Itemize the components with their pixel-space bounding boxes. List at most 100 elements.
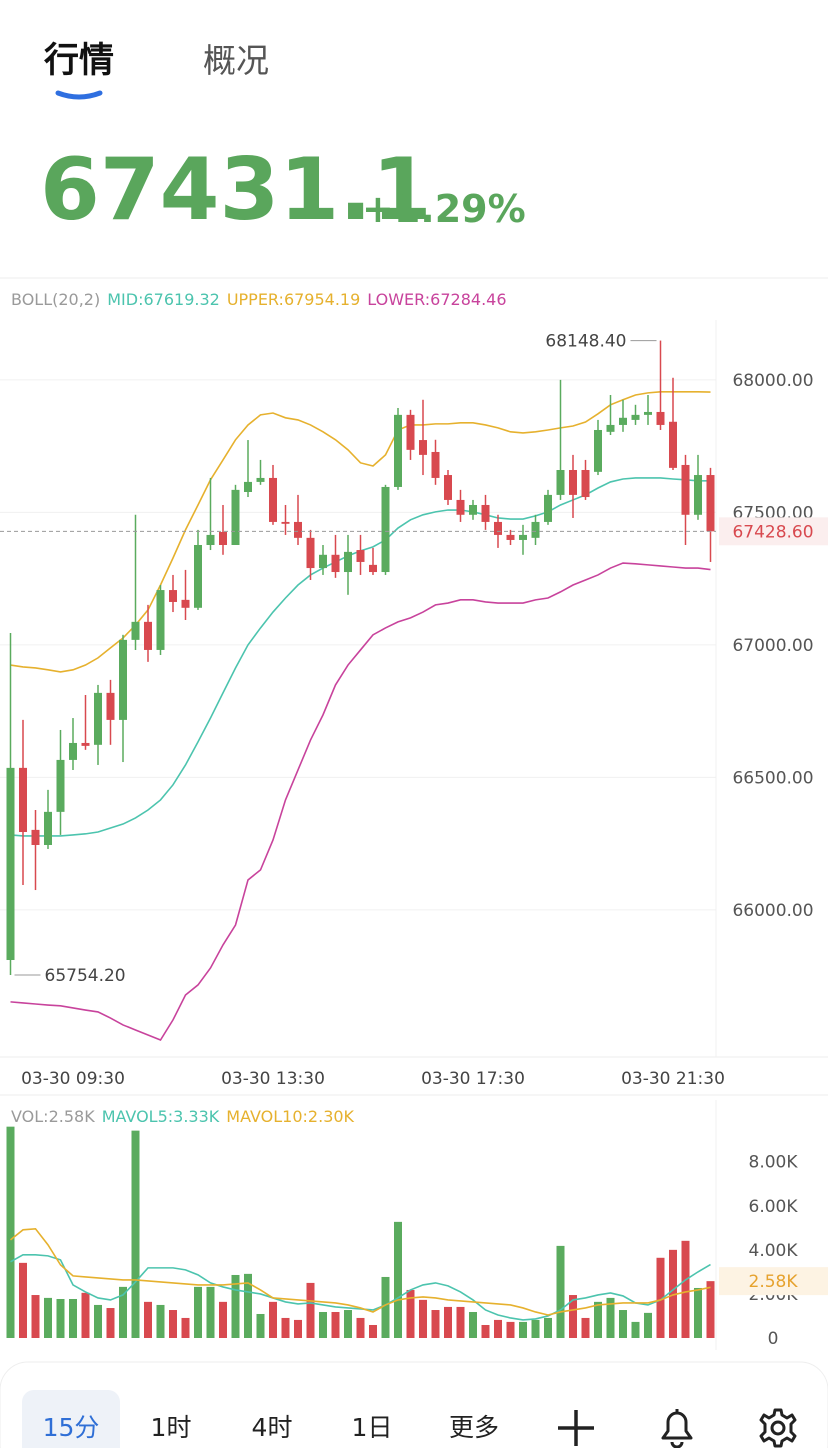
volume-bar — [381, 1276, 390, 1338]
candle-body — [81, 742, 90, 746]
volume-bar — [219, 1301, 227, 1338]
volume-bar — [131, 1130, 140, 1338]
candle-body — [369, 564, 377, 573]
candle-body — [356, 550, 365, 562]
candle-body — [656, 411, 665, 425]
indicator-line — [10, 562, 711, 1042]
volume-bar — [206, 1286, 215, 1338]
candle-body — [331, 554, 340, 573]
interval-button[interactable]: 1日 — [352, 1413, 393, 1442]
y-tick-label: 66500.00 — [732, 768, 813, 788]
candle-body — [269, 477, 277, 522]
candle-body — [69, 742, 77, 760]
y-tick-label: 66000.00 — [732, 901, 813, 921]
alert-icon[interactable] — [661, 1409, 693, 1448]
candle-body — [169, 590, 177, 602]
interval-button[interactable]: 4时 — [252, 1413, 293, 1442]
price-change: +1.29% — [362, 187, 526, 231]
volume-bar — [569, 1295, 577, 1338]
settings-icon-center — [770, 1420, 786, 1436]
volume-bar — [344, 1310, 352, 1338]
bottom-bar — [0, 1361, 828, 1448]
candle-body — [19, 767, 27, 833]
volume-bar — [431, 1310, 440, 1338]
candle-body — [244, 481, 252, 492]
drawing-tool-icon[interactable] — [558, 1410, 594, 1446]
volume-bar — [494, 1319, 502, 1338]
volume-bar — [119, 1286, 127, 1338]
more-button[interactable]: 更多 — [449, 1413, 499, 1442]
candle-body — [281, 521, 290, 524]
candle-body — [306, 537, 315, 569]
volume-bar — [394, 1221, 402, 1338]
volume-bar — [519, 1321, 527, 1338]
volume-bar — [681, 1240, 690, 1338]
volume-bar — [644, 1312, 652, 1338]
last-price: 67431.1 — [40, 140, 432, 240]
indicator-line — [10, 391, 711, 673]
volume-bar — [94, 1304, 102, 1338]
candle-body — [631, 414, 640, 420]
candle-body — [156, 590, 165, 650]
candle-body — [181, 599, 190, 608]
y-tick-label: 8.00K — [749, 1153, 799, 1173]
volume-bar — [369, 1324, 377, 1338]
settings-icon-gear — [759, 1408, 797, 1448]
volume-bar — [281, 1317, 290, 1338]
candle-body — [31, 829, 40, 845]
volume-bar — [6, 1126, 15, 1338]
candle-body — [519, 534, 527, 540]
volume-bar — [44, 1297, 52, 1338]
interval-button[interactable]: 15分 — [43, 1413, 100, 1442]
candle-body — [694, 475, 702, 515]
volume-bar — [706, 1281, 715, 1338]
volume-tag — [719, 1267, 828, 1296]
candle-body — [231, 489, 240, 545]
candle-body — [144, 621, 152, 650]
volume-chart: VOL:2.58KMAVOL5:3.33KMAVOL10:2.30K02.00K… — [6, 1107, 828, 1349]
extreme-label: 65754.20 — [45, 966, 126, 986]
volume-bar — [231, 1274, 240, 1338]
volume-bar — [694, 1287, 702, 1338]
candle-body — [56, 759, 65, 812]
candle-body — [594, 429, 602, 472]
volume-bar — [69, 1298, 77, 1338]
settings-icon[interactable] — [759, 1408, 797, 1448]
candle-body — [256, 477, 265, 482]
volume-bar — [144, 1301, 152, 1338]
volume-bar — [81, 1292, 90, 1338]
candle-body — [394, 414, 402, 487]
interval-selected-bg — [22, 1390, 120, 1448]
volume-bar — [506, 1321, 515, 1338]
last-price-tag — [719, 517, 828, 546]
price-chart: BOLL(20,2) MID:67619.32 UPPER:67954.19 LOWE… — [0, 290, 828, 1089]
candle-body — [206, 534, 215, 545]
volume-bar — [194, 1286, 202, 1338]
candle-body — [556, 469, 565, 495]
tab-active[interactable]: 行情 — [44, 41, 114, 81]
interval-button[interactable]: 1时 — [151, 1413, 192, 1442]
volume-bar — [606, 1297, 615, 1338]
volume-bar — [181, 1317, 190, 1338]
candle-body — [619, 417, 627, 425]
tab[interactable]: 概况 — [203, 41, 269, 80]
volume-bar — [531, 1319, 540, 1338]
candle-body — [94, 692, 102, 745]
legend-item: LOWER:67284.46 — [367, 290, 506, 309]
volume-bar — [56, 1298, 65, 1338]
y-tick-label: 6.00K — [749, 1197, 799, 1217]
candle-body — [431, 451, 440, 478]
candle-body — [44, 811, 52, 845]
extreme-label: 68148.40 — [545, 332, 626, 352]
candle-body — [419, 440, 427, 455]
legend-item: MAVOL10:2.30K — [226, 1107, 354, 1126]
x-tick-label: 03-30 21:30 — [621, 1069, 725, 1089]
volume-bar — [656, 1257, 665, 1338]
volume-bar — [481, 1324, 490, 1338]
volume-bar — [356, 1317, 365, 1338]
volume-bar — [631, 1321, 640, 1338]
candle-body — [606, 424, 615, 432]
tab-indicator — [55, 90, 103, 100]
candle-body — [444, 475, 452, 500]
volume-bar — [556, 1245, 565, 1338]
